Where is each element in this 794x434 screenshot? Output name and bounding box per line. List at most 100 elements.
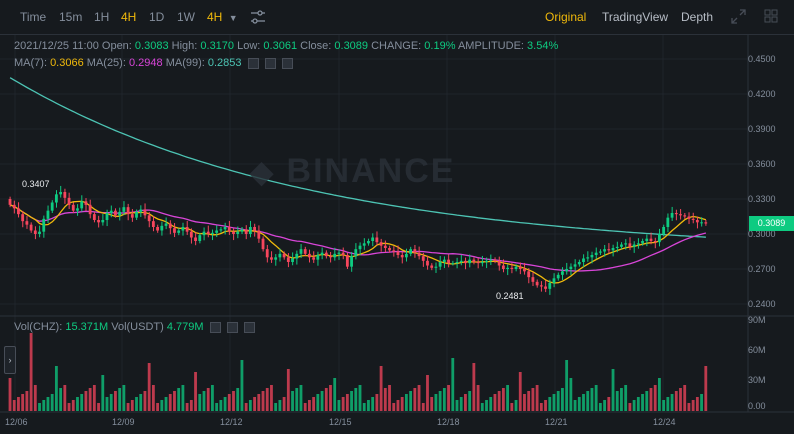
candle-body [396,251,400,255]
price-tick: 0.2400 [748,299,776,309]
volume-bar [341,397,345,411]
volume-bar [459,397,463,411]
ma7-line [9,200,707,284]
interval-time[interactable]: Time [20,10,47,24]
volume-bar [438,391,442,411]
volume-bar [531,388,535,411]
volume-bar [632,400,636,411]
candle-body [362,243,366,246]
vol-settings-icon[interactable] [209,321,221,333]
vol-close-icon[interactable] [243,321,255,333]
volume-bar [371,397,375,411]
volume-bar [535,385,539,411]
volume-bar [324,388,328,411]
candle-body [341,252,345,255]
interval-1d[interactable]: 1D [149,10,165,24]
candle-body [598,251,602,253]
ma-close-icon[interactable] [281,57,293,69]
volume-bar [636,397,640,411]
volume-bar [240,360,244,411]
candle-body [641,241,644,244]
expand-panel-button[interactable]: › [4,346,16,374]
candle-body [189,231,193,238]
candle-body [615,246,619,248]
vol-hide-icon[interactable] [226,321,238,333]
volume-bar [409,391,413,411]
candle-body [253,227,256,231]
candle-body [594,252,598,255]
candle-body [291,258,294,262]
candle-body [50,202,54,211]
volume-bar [561,388,564,411]
ma-hide-icon[interactable] [264,57,276,69]
volume-bar [105,397,109,411]
caret-down-icon: ▼ [228,13,238,23]
interval-4h[interactable]: 4H [121,10,137,24]
candle-body [590,255,594,258]
volume-bar [421,403,425,411]
volume-bar [383,388,387,411]
candle-body [215,230,219,233]
volume-bar [42,400,46,411]
candle-body [442,259,446,262]
candle-body [181,227,185,231]
candle-body [670,213,674,218]
candle-body [662,227,666,234]
view-original-tab[interactable]: Original [545,10,587,24]
date-tick: 12/12 [220,417,243,427]
candle-body [42,218,46,232]
volume-bar [21,394,25,411]
date-tick: 12/21 [545,417,568,427]
volume-bar [261,391,265,411]
candle-body [552,278,556,283]
candle-body [392,250,396,252]
candle-body [459,260,463,262]
volume-bar [695,397,699,411]
volume-bar [198,394,202,411]
volume-bar [295,388,299,411]
interval-1h[interactable]: 1H [94,10,110,24]
candle-body [257,230,261,239]
interval-15m[interactable]: 15m [59,10,83,24]
volume-bar [299,385,303,411]
candle-body [501,265,505,269]
interval-dropdown[interactable]: 4H ▼ [207,10,238,24]
volume-bar [404,394,408,411]
ma-settings-icon[interactable] [247,57,259,69]
candle-body [514,266,518,269]
candle-body [561,271,564,275]
volume-bar [345,394,349,411]
candle-body [248,227,252,234]
grid-layout-icon[interactable] [764,9,778,28]
candle-body [164,223,168,226]
volume-bar [548,397,552,411]
volume-bar [236,388,240,411]
candle-body [105,213,109,220]
view-tradingview-tab[interactable]: TradingView [602,10,669,24]
volume-bar [202,391,206,411]
volume-bar [586,391,590,411]
volume-bar [211,385,214,411]
volume-bar [33,385,37,411]
volume-bar [274,403,278,411]
candle-body [223,227,227,230]
date-tick: 12/09 [112,417,135,427]
volume-bar [185,403,189,411]
fullscreen-icon[interactable] [731,9,746,29]
volume-bar [430,397,434,411]
interval-1w[interactable]: 1W [177,10,195,24]
candle-body [649,238,653,241]
candle-body [316,255,320,260]
ma25-value: 0.2948 [128,57,163,69]
candle-body [569,266,573,269]
volume-bar [569,378,573,411]
volume-bar [337,400,341,411]
view-depth-tab[interactable]: Depth [681,10,714,24]
candle-body [518,266,522,269]
candle-body [556,274,560,279]
binance-watermark: ◆ BINANCE [250,152,455,191]
volume-bar [539,403,543,411]
low-value: 0.3061 [263,40,298,52]
candle-body [645,238,649,241]
settings-sliders-icon[interactable] [250,9,266,30]
